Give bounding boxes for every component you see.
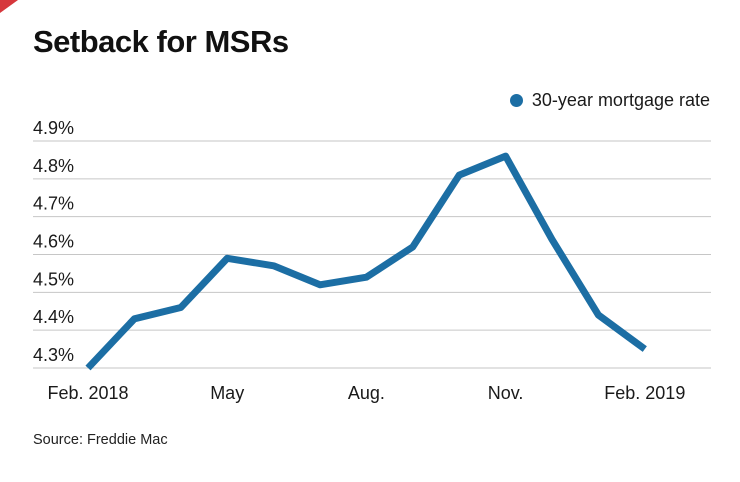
x-axis-label: Feb. 2019 <box>604 383 685 403</box>
y-axis-label: 4.5% <box>33 269 74 289</box>
x-axis-label: Nov. <box>488 383 524 403</box>
y-axis-label: 4.8% <box>33 156 74 176</box>
legend-label: 30-year mortgage rate <box>531 90 710 110</box>
x-axis-label: Feb. 2018 <box>47 383 128 403</box>
x-axis-label: May <box>210 383 244 403</box>
mortgage-rate-line <box>85 152 647 371</box>
y-axis-label: 4.3% <box>33 345 74 365</box>
chart-title: Setback for MSRs <box>33 24 289 59</box>
legend: 30-year mortgage rate <box>509 90 710 111</box>
corner-marker-icon <box>0 0 18 13</box>
x-axis-label: Aug. <box>348 383 385 403</box>
y-axis-label: 4.6% <box>33 232 74 252</box>
y-axis-label: 4.7% <box>33 194 74 214</box>
y-axis-label: 4.9% <box>33 118 74 138</box>
y-axis-label: 4.4% <box>33 307 74 327</box>
source-note: Source: Freddie Mac <box>33 432 168 448</box>
legend-dot-icon <box>509 94 523 107</box>
